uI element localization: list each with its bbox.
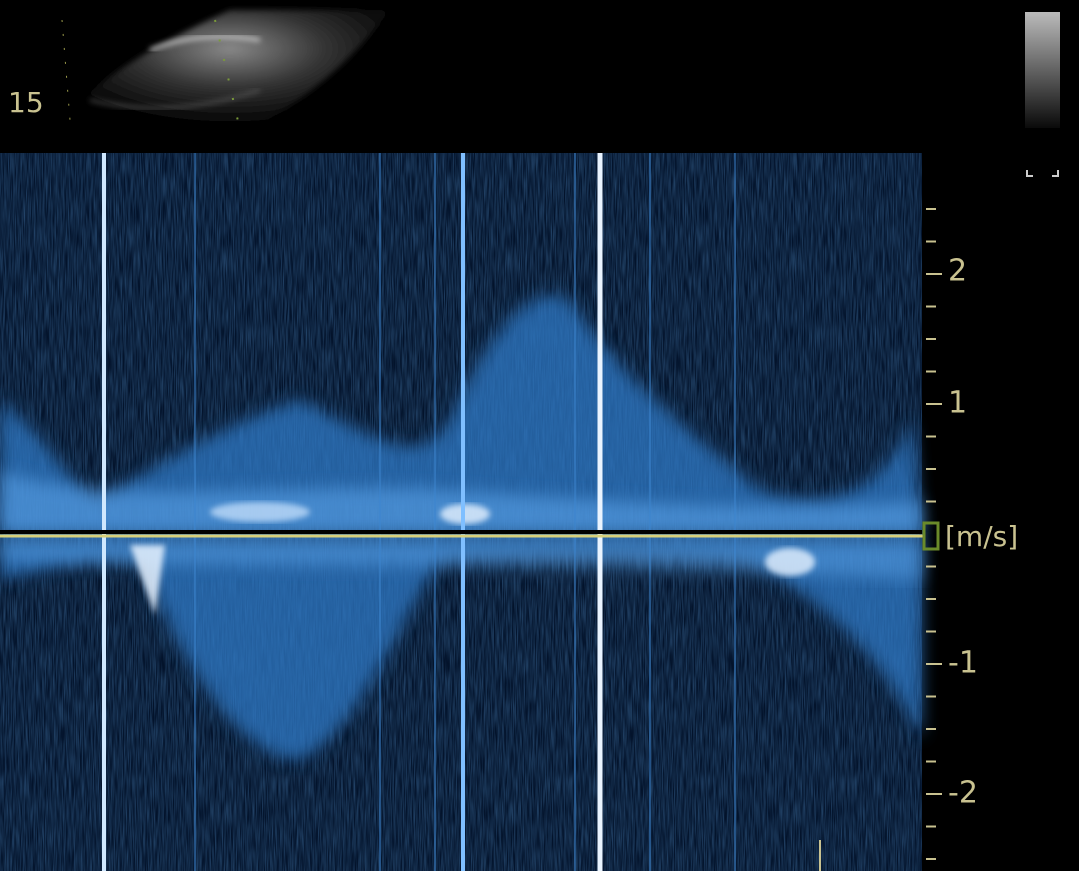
tick-label: -1 — [948, 646, 978, 681]
baseline-marker — [924, 523, 938, 549]
scale-bracket — [1027, 170, 1058, 176]
doppler-spectrum — [0, 153, 922, 871]
page: 15 [m/s] 21-1-2 (() => { const data = JS… — [0, 0, 1079, 871]
velocity-scale — [926, 209, 942, 859]
gray-scale-bar — [1025, 12, 1060, 128]
ultrasound-screen: 15 [m/s] 2 1 -1 -2 — [0, 0, 1079, 871]
depth-label: 15 — [8, 86, 44, 119]
unit-label: [m/s] — [945, 520, 1018, 553]
b-mode-image — [62, 10, 390, 139]
tick-label: 2 — [948, 254, 967, 289]
tick-label: -2 — [948, 776, 978, 811]
tick-label: 1 — [948, 386, 967, 421]
